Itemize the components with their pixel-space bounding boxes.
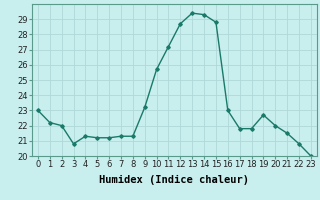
X-axis label: Humidex (Indice chaleur): Humidex (Indice chaleur) [100, 175, 249, 185]
